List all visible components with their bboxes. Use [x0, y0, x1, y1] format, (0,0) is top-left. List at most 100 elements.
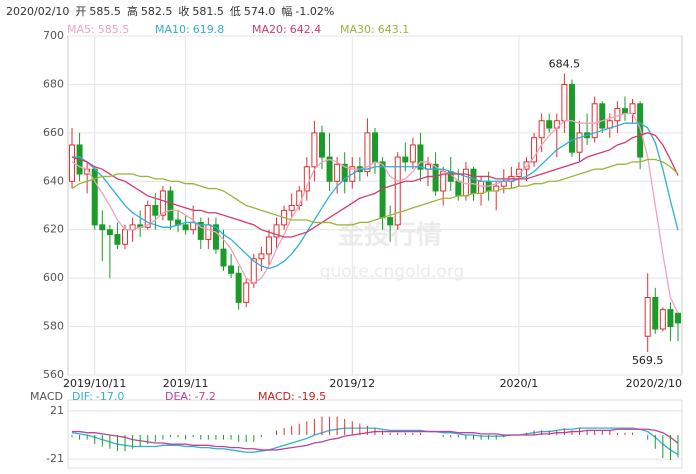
- candle-body: [455, 180, 462, 197]
- y-tick-label: 680: [43, 77, 64, 90]
- legend-value: 642.4: [290, 23, 322, 36]
- ma-line: [72, 122, 679, 270]
- candle-body: [591, 103, 598, 139]
- candle-body: [106, 229, 113, 236]
- candle-body: [144, 205, 151, 228]
- candle-body: [576, 132, 583, 153]
- header-date: 2020/02/10: [6, 5, 69, 18]
- legend-value: -7.2: [194, 390, 215, 403]
- candle-body: [402, 156, 409, 163]
- high-annotation: 684.5: [549, 58, 581, 71]
- y-tick-label: 660: [43, 126, 64, 139]
- header-value: 582.5: [141, 5, 173, 18]
- header-value: 574.0: [244, 5, 276, 18]
- candle-body: [318, 132, 325, 158]
- x-tick-label: 2020/1: [500, 377, 539, 390]
- candle-body: [334, 163, 341, 182]
- macd-line: [71, 427, 679, 456]
- header-value: -1.02%: [295, 5, 334, 18]
- header: 2020/02/10 开 585.5 高 582.5 收 581.5 低 574.0 幅 -1.02…: [6, 4, 334, 18]
- candle-body: [205, 224, 212, 240]
- candle-body: [296, 190, 303, 207]
- header-value: 585.5: [89, 5, 121, 18]
- header-value: 581.5: [192, 5, 224, 18]
- candle-body: [235, 272, 242, 303]
- legend-item: MA10: 619.8: [155, 23, 224, 36]
- candle-body: [394, 156, 401, 226]
- candle-body: [409, 144, 416, 163]
- header-label: 开: [75, 5, 86, 18]
- candle-body: [99, 224, 106, 231]
- candle-body: [273, 224, 280, 238]
- legend-name: DEA:: [165, 390, 191, 403]
- candle-body: [114, 234, 121, 245]
- candle-body: [197, 221, 204, 240]
- y-tick-label: 580: [43, 320, 64, 333]
- candle-body: [568, 83, 575, 153]
- candle-body: [531, 137, 538, 163]
- legend-item: DIF: -17.0: [72, 390, 124, 403]
- legend-item: MACD: -19.5: [258, 390, 326, 403]
- x-tick-label: 2019/11: [163, 377, 209, 390]
- candle-body: [523, 161, 530, 170]
- watermark-site: quote.cngold.org: [320, 262, 465, 282]
- candle-body: [364, 132, 371, 173]
- candle-body: [311, 132, 318, 168]
- candle-body: [341, 163, 348, 182]
- candle-body: [667, 309, 674, 328]
- plot-frame: [67, 399, 683, 469]
- y-tick-label: 620: [43, 223, 64, 236]
- candle-body: [599, 103, 606, 129]
- ma-line: [71, 158, 679, 226]
- legend-value: 643.1: [378, 23, 410, 36]
- legend-name: MA5:: [67, 23, 95, 36]
- candle-body: [159, 190, 166, 216]
- legend-item: MA20: 642.4: [252, 23, 321, 36]
- candle-body: [659, 309, 666, 330]
- y-tick-label: 21: [50, 404, 64, 417]
- candle-body: [675, 312, 681, 324]
- legend-value: 585.5: [98, 23, 130, 36]
- candle-body: [538, 120, 545, 139]
- candle-body: [228, 265, 235, 274]
- y-tick-label: 640: [43, 174, 64, 187]
- candle-body: [652, 297, 659, 330]
- candle-body: [629, 103, 636, 114]
- candle-body: [644, 297, 651, 337]
- candle-body: [122, 229, 129, 245]
- candle-body: [387, 217, 394, 226]
- x-tick-label: 2019/12: [329, 377, 375, 390]
- candle-body: [182, 224, 189, 231]
- y-tick-label: -21: [46, 452, 64, 465]
- legend-item: MA30: 643.1: [340, 23, 409, 36]
- candle-body: [561, 83, 568, 122]
- header-label: 高: [127, 4, 138, 18]
- low-annotation: 569.5: [632, 354, 664, 367]
- candle-body: [546, 120, 553, 129]
- candle-body: [265, 236, 272, 255]
- candle-body: [288, 205, 295, 211]
- candle-body: [152, 205, 159, 216]
- y-tick-label: 600: [43, 271, 64, 284]
- legend-item: MA5: 585.5: [67, 23, 129, 36]
- x-tick-label: 2019/10/11: [63, 377, 126, 390]
- candle-body: [417, 144, 424, 170]
- candle-body: [372, 132, 378, 163]
- ma-line: [71, 132, 679, 238]
- candle-body: [470, 168, 477, 194]
- ma-line: [71, 112, 679, 314]
- legend-name: MACD:: [258, 390, 295, 403]
- candle-body: [167, 190, 174, 221]
- legend-name: DIF:: [72, 390, 93, 403]
- legend-value: 619.8: [193, 23, 225, 36]
- candle-body: [212, 224, 219, 250]
- candle-body: [326, 156, 333, 182]
- legend-name: MA20:: [252, 23, 287, 36]
- candle-body: [243, 282, 250, 303]
- y-tick-label: 700: [43, 29, 64, 42]
- x-tick-label: 2020/2/10: [626, 377, 682, 390]
- y-tick-label: 560: [43, 368, 64, 381]
- legend-value: -19.5: [298, 390, 326, 403]
- candle-body: [258, 253, 265, 260]
